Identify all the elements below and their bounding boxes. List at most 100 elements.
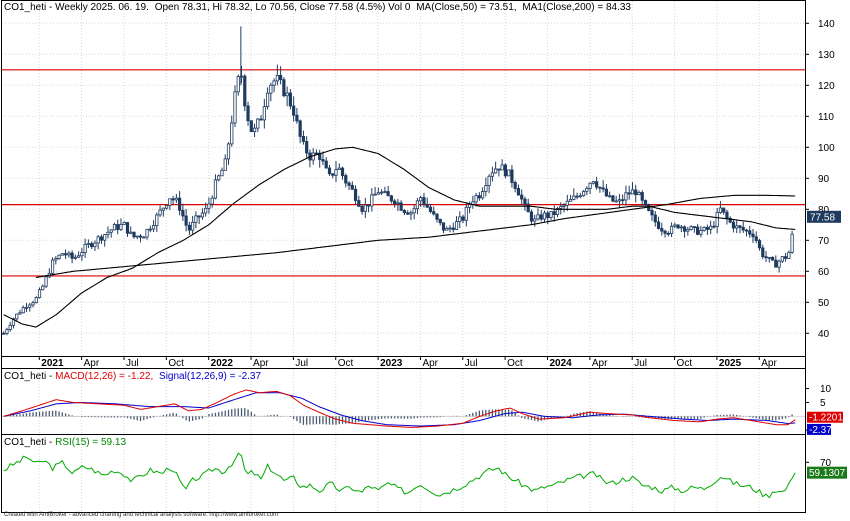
rsi-pane-title: CO1_heti - RSI(15) = 59.13 [4,437,126,448]
candle-body [233,91,237,124]
x-tick-label: 2021 [41,358,64,369]
candle-body [783,256,788,259]
candle-body [272,80,276,86]
candle-body [653,214,657,223]
signal-value-box [807,423,831,435]
candle-body [279,74,283,81]
candle-body [748,230,752,235]
candle-body [249,120,253,132]
price-grid [2,1,805,512]
candle-body [243,75,247,107]
candle-body [171,198,175,201]
candle-body [656,221,661,229]
last-price-label: 77.58 [810,212,835,223]
candle-body [448,227,452,230]
candle-body [239,75,244,78]
candle-body [666,232,670,235]
candle-body [523,198,527,205]
macd-plot: 105-5-1.22011-2.37 [2,384,848,437]
candle-body [425,203,429,208]
price-y-tick-label: 100 [818,143,835,154]
x-tick-label: Oct [507,358,523,369]
rsi-line [3,452,796,499]
candle-body [116,224,120,230]
candle-body [546,212,550,219]
candle-body [764,256,768,259]
candle-body [106,231,110,236]
candle-body [77,255,81,258]
candle-body [158,209,162,216]
candle-body [572,195,576,200]
candle-body [236,76,240,93]
candle-body [15,313,19,320]
candle-body [331,173,335,176]
signal-line [3,392,796,427]
candle-body [660,228,664,232]
candle-body [738,225,742,228]
x-tick-label: Jul [126,358,139,369]
candle-body [715,212,719,228]
candle-body [93,242,97,248]
candle-body [445,228,449,231]
candle-body [591,181,595,184]
price-y-tick-label: 70 [818,236,830,247]
candle-body [174,197,178,201]
candle-body [516,188,521,196]
candle-body [246,105,250,122]
x-tick-label: Oct [677,358,693,369]
candle-body [207,203,211,209]
candle-body [262,106,266,121]
price-y-tick-label: 50 [818,298,830,309]
candle-body [373,193,377,196]
candle-body [702,226,706,231]
candle-body [344,175,348,184]
macd-pane-title: CO1_heti - MACD(12,26) = -1.22, Signal(1… [4,371,261,382]
price-pane-title: CO1_heti - Weekly 2025. 06. 19. Open 78.… [4,2,631,13]
candle-body [256,118,260,129]
candle-body [44,276,48,287]
macd-pane-frame [1,368,806,435]
candle-body [259,118,263,121]
candle-body [761,247,765,258]
candle-body [422,197,426,205]
candle-body [103,234,107,241]
candle-body [161,207,165,211]
candle-body [494,168,498,174]
candle-body [145,228,149,238]
candle-body [621,199,625,202]
candle-body [428,206,433,213]
candle-body [265,92,270,108]
candle-body [598,186,602,189]
candle-body [754,236,758,241]
candle-body [555,207,560,216]
candle-body [321,159,325,162]
candle-body [539,214,543,220]
candle-body [314,152,319,155]
x-tick-label: 2022 [211,358,234,369]
candle-body [725,211,729,219]
candle-body [112,224,117,231]
price-y-tick-label: 90 [818,174,830,185]
candle-body [513,182,517,189]
rsi-y-tick-label: 70 [820,458,832,469]
x-tick-label: Apr [422,358,438,369]
candle-body [226,143,231,160]
candle-body [83,244,87,253]
candle-body [138,235,143,238]
candle-body [28,304,32,308]
candle-body [70,252,74,259]
candle-body [735,225,739,229]
candle-body [741,226,745,231]
candle-body [500,164,504,171]
candle-body [682,226,687,232]
candle-body [467,204,472,208]
candle-body [155,214,159,226]
rsi-pane-frame [1,434,806,513]
signal-value-label: -2.37 [809,425,832,436]
candle-body [595,181,599,188]
candle-body [637,192,641,196]
candle-body [125,222,130,234]
candle-body [151,225,156,230]
macd-title-macd: MACD(12,26) = -1.22, [55,371,153,382]
